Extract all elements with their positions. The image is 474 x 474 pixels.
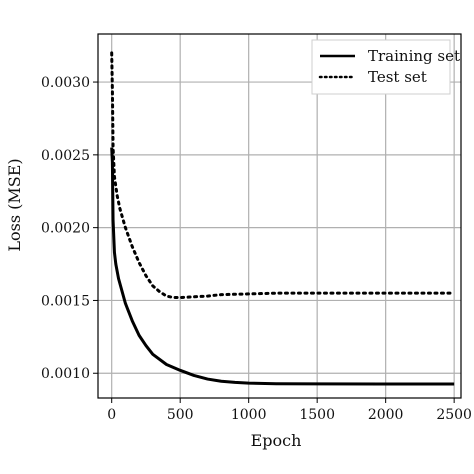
legend-test-label: Test set — [368, 68, 427, 86]
series-line-training-set — [110, 147, 455, 386]
y-tick-label-4: 0.0030 — [41, 75, 90, 91]
y-tick-label-1: 0.0015 — [41, 293, 90, 309]
legend-box — [311, 39, 451, 95]
legend: Training set Test set — [311, 39, 460, 95]
series-line-test-set — [110, 51, 456, 300]
y-tick-label-2: 0.0020 — [41, 221, 90, 237]
x-axis-label: Epoch — [251, 431, 302, 450]
axes-layer — [97, 33, 462, 399]
ticks-layer: 0 500 1000 1500 2000 2500 0.0010 0.0015 0.0020 0.… — [41, 75, 472, 423]
y-tick-label-0: 0.0010 — [41, 366, 90, 382]
plot-frame — [97, 33, 462, 399]
legend-training-label: Training set — [368, 47, 460, 65]
x-tick-label-4: 2000 — [368, 407, 404, 423]
y-tick-label-3: 0.0025 — [41, 148, 90, 164]
x-tick-label-2: 1000 — [231, 407, 267, 423]
x-tick-label-0: 0 — [107, 407, 116, 423]
x-tick-label-3: 1500 — [299, 407, 335, 423]
series-layer — [110, 51, 456, 386]
x-tick-label-5: 2500 — [436, 407, 472, 423]
x-tick-label-1: 500 — [167, 407, 194, 423]
y-axis-label: Loss (MSE) — [5, 158, 24, 251]
